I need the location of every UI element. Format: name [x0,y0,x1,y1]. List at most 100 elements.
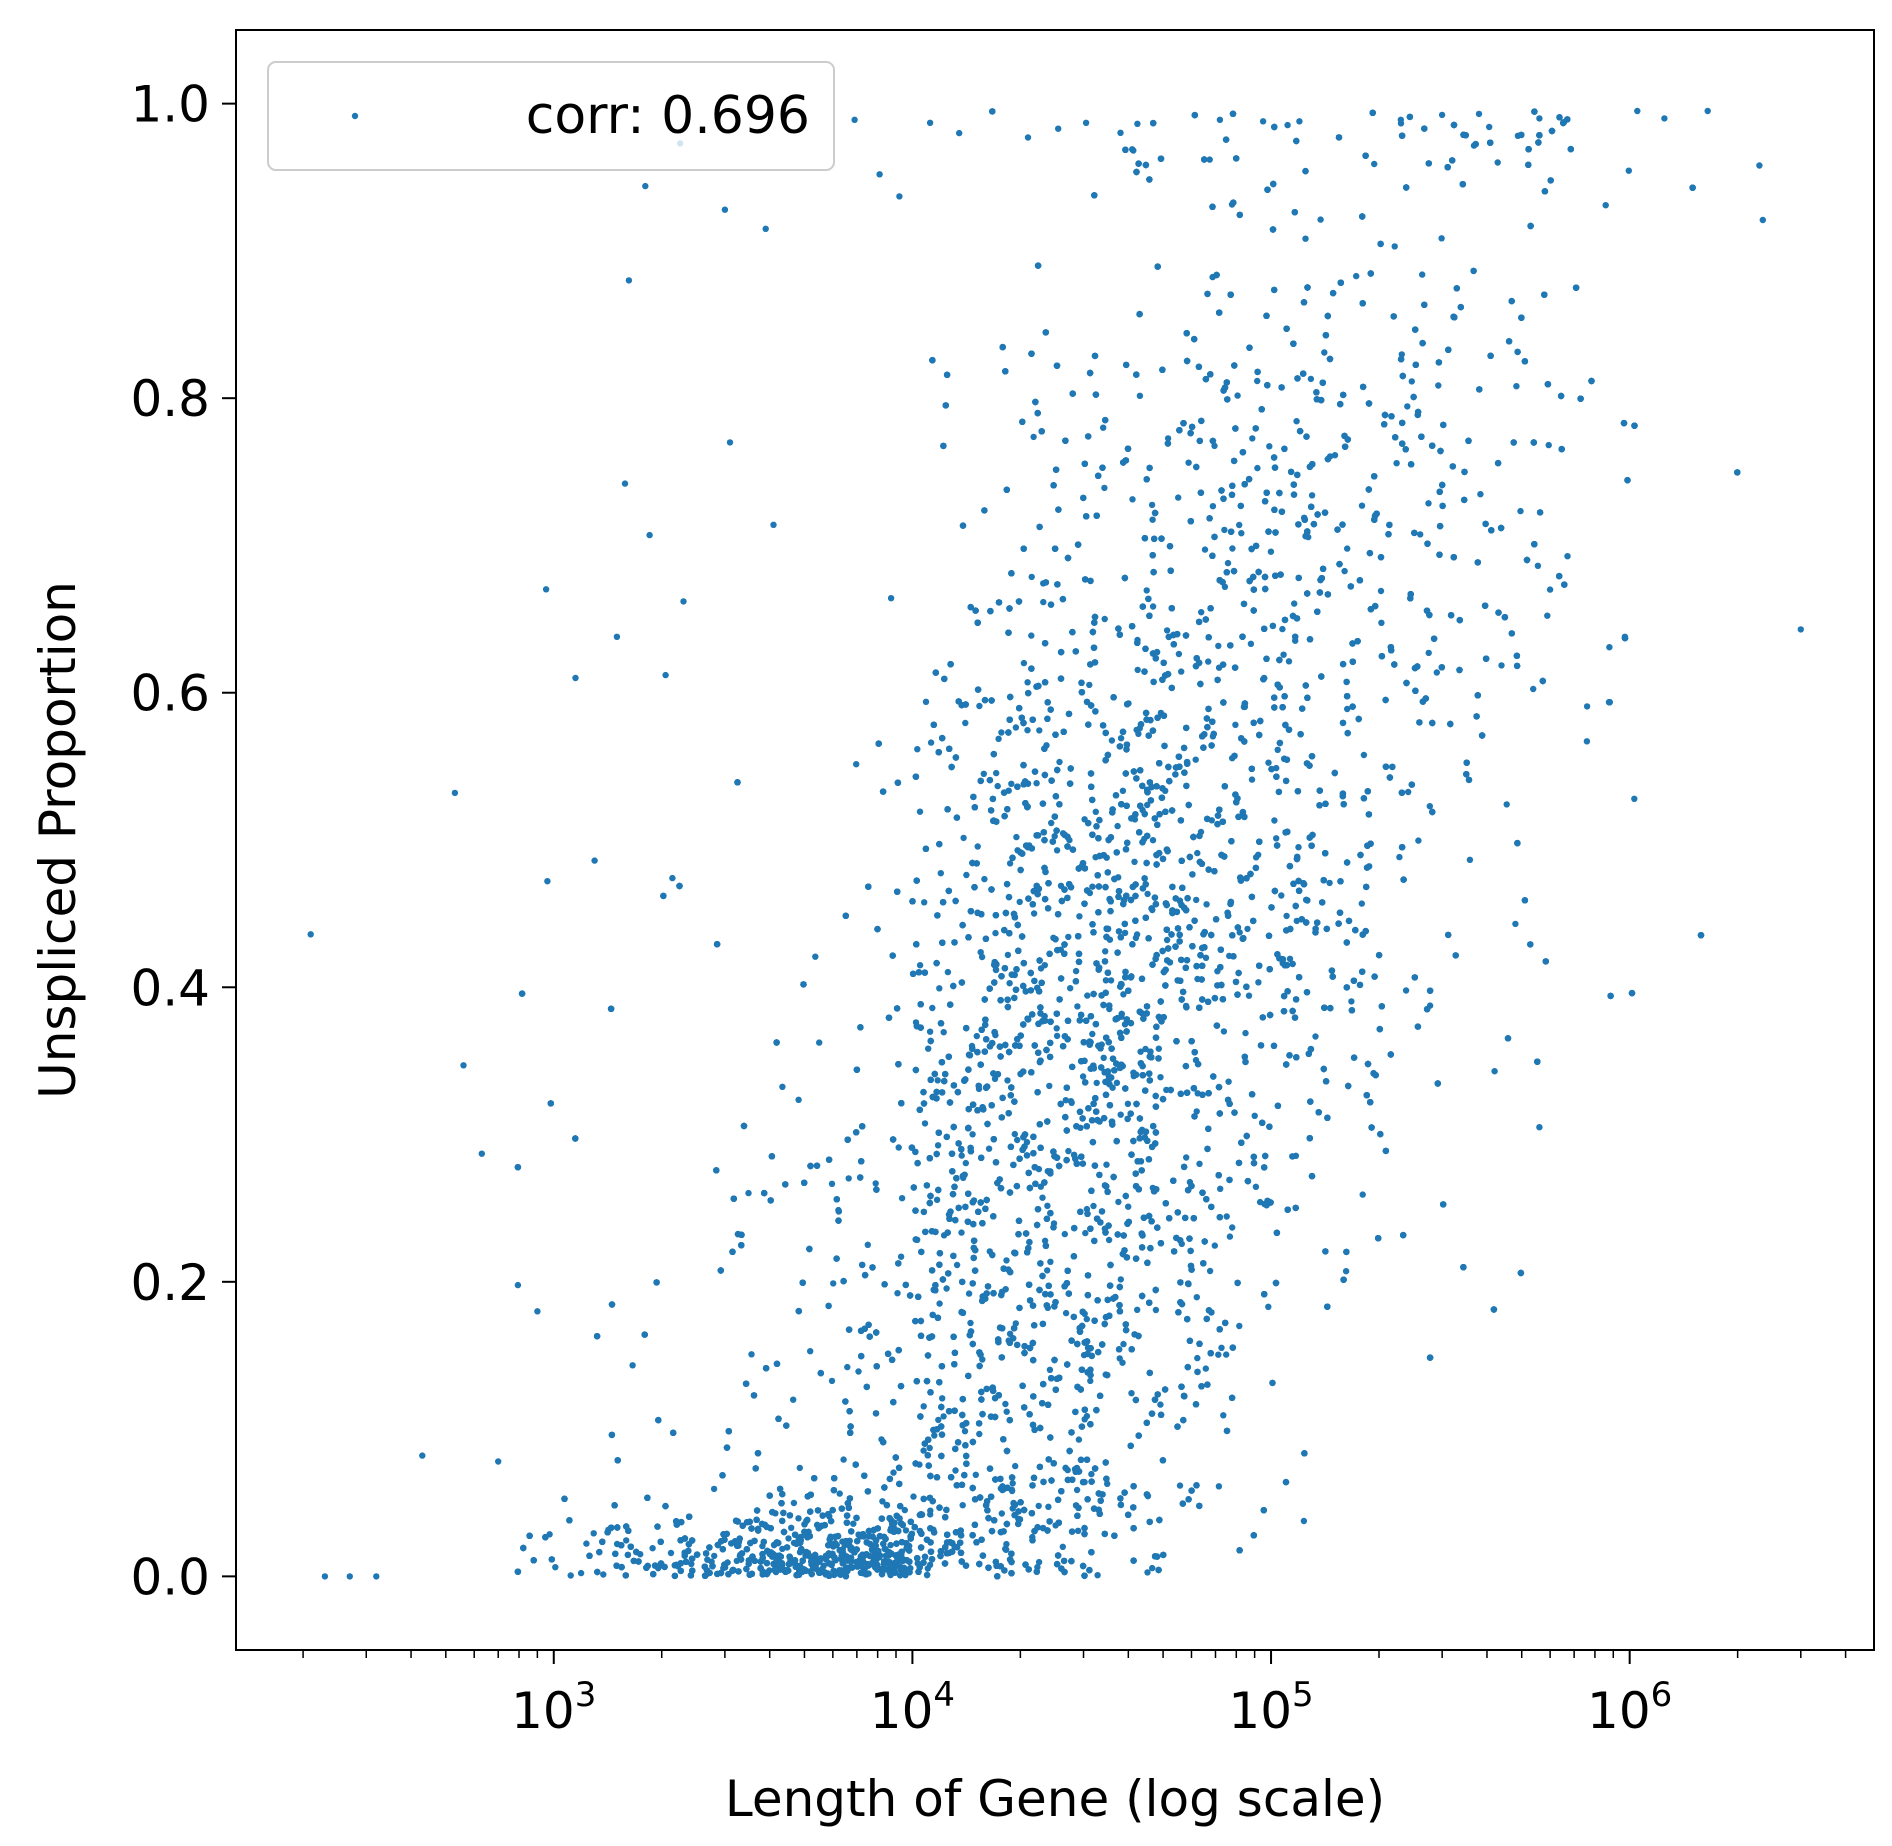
data-point [1283,912,1290,920]
data-point [1358,502,1366,509]
data-point [972,1471,979,1479]
data-point [1201,546,1209,553]
data-point [959,1502,966,1509]
data-point [590,1530,597,1537]
data-point [795,1515,802,1522]
data-point [1183,1154,1190,1161]
data-point [864,1241,871,1249]
data-point [1152,1306,1160,1314]
data-point [1079,1073,1087,1080]
data-point [881,1545,888,1553]
data-point [926,1028,934,1035]
data-point [1121,929,1129,937]
data-point [1014,1136,1021,1144]
data-point [1236,521,1243,529]
data-point [1229,545,1236,552]
data-point [514,1281,522,1289]
data-point [1242,1029,1249,1037]
data-point [1398,351,1406,358]
data-point [1035,1558,1043,1566]
data-point [785,1535,792,1542]
data-point [1040,598,1047,606]
data-point [1308,492,1316,499]
data-point [967,1319,974,1327]
data-point [688,1560,695,1568]
data-point [1065,1147,1072,1155]
data-point [931,1432,938,1439]
data-point [937,870,944,877]
data-point [567,1572,574,1579]
data-point [1035,1502,1042,1510]
data-point [976,702,983,710]
data-point [1229,1224,1236,1231]
data-point [1254,377,1261,385]
data-point [1178,668,1185,675]
scatter-points [307,107,1805,1580]
data-point [1193,1108,1200,1115]
data-point [1564,553,1571,560]
data-point [1331,452,1339,459]
data-point [1082,1229,1089,1237]
data-point [853,761,860,768]
data-point [1012,1462,1019,1470]
data-point [1013,833,1020,841]
data-point [1625,167,1633,174]
data-point [1128,1390,1135,1397]
data-point [1206,1267,1214,1275]
data-point [840,1456,847,1463]
data-point [953,1261,961,1269]
data-point [1053,1032,1061,1040]
data-point [1011,1130,1018,1138]
data-point [1134,120,1141,128]
data-point [1101,484,1108,492]
data-point [927,739,935,746]
data-point [1438,235,1445,242]
data-point [1279,625,1286,633]
data-point [1606,644,1613,651]
data-point [936,1300,943,1307]
data-point [993,769,1000,777]
data-point [1408,378,1416,385]
data-point [1215,1351,1222,1358]
data-point [1255,979,1262,986]
data-point [1101,615,1108,623]
data-point [1583,703,1591,710]
data-point [1273,835,1280,842]
data-point [1175,494,1182,501]
data-point [1108,737,1116,744]
data-point [1075,1436,1083,1443]
data-point [920,1447,927,1454]
data-point [978,953,986,961]
data-point [1033,780,1040,787]
data-point [1048,819,1055,827]
data-point [924,1565,931,1572]
data-point [1100,1054,1107,1062]
data-point [1503,801,1510,808]
data-point [1545,441,1552,449]
data-point [1062,1097,1070,1104]
data-point [1164,435,1172,442]
data-point [1302,235,1309,242]
data-point [1419,271,1426,278]
data-point [1405,788,1412,796]
data-point [1271,817,1278,824]
data-point [1285,658,1293,665]
data-point [1249,435,1256,442]
data-point [973,1032,980,1040]
data-point [1149,837,1157,844]
data-point [1175,650,1183,658]
data-point [1144,890,1151,898]
data-point [1037,965,1045,972]
data-point [542,586,550,593]
data-point [836,1490,843,1497]
data-point [1255,851,1262,858]
data-point [1086,681,1093,689]
data-point [1359,1191,1366,1198]
data-point [939,1395,946,1402]
data-point [1120,1340,1127,1348]
data-point [1404,403,1411,410]
data-point [1211,442,1218,450]
data-point [1113,1079,1121,1087]
data-point [1148,501,1156,509]
data-point [1286,955,1294,962]
